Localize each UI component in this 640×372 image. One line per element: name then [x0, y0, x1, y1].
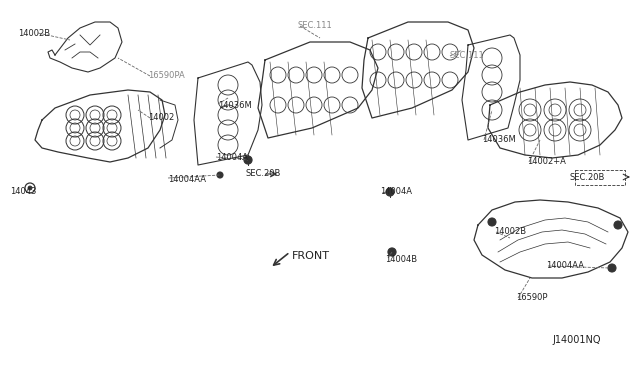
- Text: SEC.111: SEC.111: [298, 22, 333, 31]
- Text: 14036M: 14036M: [218, 100, 252, 109]
- Text: 14036M: 14036M: [482, 135, 516, 144]
- Text: 14002: 14002: [148, 113, 174, 122]
- Text: 14004AA: 14004AA: [168, 176, 206, 185]
- Text: SEC.20B: SEC.20B: [246, 170, 282, 179]
- Circle shape: [614, 221, 622, 229]
- Text: FRONT: FRONT: [292, 251, 330, 261]
- Text: SEC.111: SEC.111: [450, 51, 484, 61]
- Text: 16590P: 16590P: [516, 294, 547, 302]
- Text: 14002B: 14002B: [494, 228, 526, 237]
- Circle shape: [28, 186, 32, 190]
- Text: 14004AA: 14004AA: [546, 262, 584, 270]
- Text: 14043: 14043: [10, 187, 36, 196]
- Text: 14004A: 14004A: [216, 153, 248, 161]
- Text: SEC.20B: SEC.20B: [570, 173, 605, 183]
- Text: 14002B: 14002B: [18, 29, 50, 38]
- Circle shape: [244, 156, 252, 164]
- Text: 14002+A: 14002+A: [527, 157, 566, 167]
- Circle shape: [386, 188, 394, 196]
- Text: 14004B: 14004B: [385, 256, 417, 264]
- Circle shape: [388, 248, 396, 256]
- Circle shape: [217, 172, 223, 178]
- Text: J14001NQ: J14001NQ: [552, 335, 600, 345]
- Circle shape: [608, 264, 616, 272]
- Text: 14004A: 14004A: [380, 187, 412, 196]
- Text: 16590PA: 16590PA: [148, 71, 185, 80]
- Circle shape: [488, 218, 496, 226]
